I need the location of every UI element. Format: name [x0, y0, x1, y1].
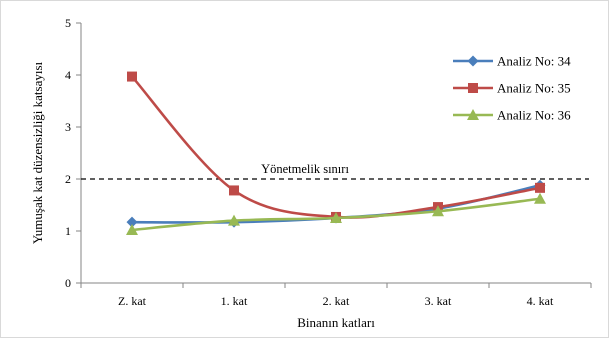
- legend-swatch-marker: [468, 83, 478, 93]
- axes: 0 1 2 3 4 5 Z. kat 1. kat 2. kat 3. kat 4. kat: [65, 16, 592, 308]
- x-axis-title: Binanın katları: [297, 315, 375, 330]
- data-point: [432, 205, 444, 217]
- x-tick-label: 3. kat: [425, 294, 452, 308]
- legend-label: Analiz No: 34: [497, 54, 571, 69]
- y-axis-title: Yumuşak kat düzensizliği katsayısı: [30, 61, 45, 244]
- legend-label: Analiz No: 35: [497, 81, 571, 96]
- y-tick-label: 0: [65, 276, 71, 290]
- legend-label: Analiz No: 36: [497, 108, 571, 123]
- y-tick-label: 1: [65, 224, 71, 238]
- legend-entry: Analiz No: 36: [453, 108, 571, 123]
- y-tick-label: 3: [65, 120, 71, 134]
- series-3: [126, 192, 546, 235]
- legend: Analiz No: 34 Analiz No: 35 Analiz No: 36: [453, 54, 571, 123]
- reference-line-group: Yönetmelik sınırı: [81, 162, 589, 180]
- data-point: [127, 71, 137, 82]
- data-point: [126, 223, 138, 235]
- series-2: [127, 71, 545, 222]
- legend-entry: Analiz No: 35: [453, 81, 571, 96]
- reference-line-label: Yönetmelik sınırı: [261, 162, 349, 176]
- legend-swatch-marker: [467, 109, 479, 120]
- legend-entry: Analiz No: 34: [453, 54, 571, 69]
- x-tick-label: 1. kat: [221, 294, 248, 308]
- y-tick-label: 2: [65, 172, 71, 186]
- series-group: [126, 71, 546, 235]
- data-point: [229, 185, 239, 196]
- x-tick-label: 2. kat: [323, 294, 350, 308]
- y-tick-label: 4: [65, 68, 71, 82]
- series-line: [131, 75, 541, 219]
- x-tick-label: Z. kat: [118, 294, 147, 308]
- legend-swatch-marker: [467, 55, 479, 67]
- data-point: [330, 212, 342, 223]
- data-point: [534, 192, 546, 204]
- data-point: [126, 216, 138, 228]
- x-tick-label: 4. kat: [527, 294, 554, 308]
- y-tick-label: 5: [65, 16, 71, 30]
- data-point: [535, 182, 545, 193]
- data-point: [228, 214, 240, 226]
